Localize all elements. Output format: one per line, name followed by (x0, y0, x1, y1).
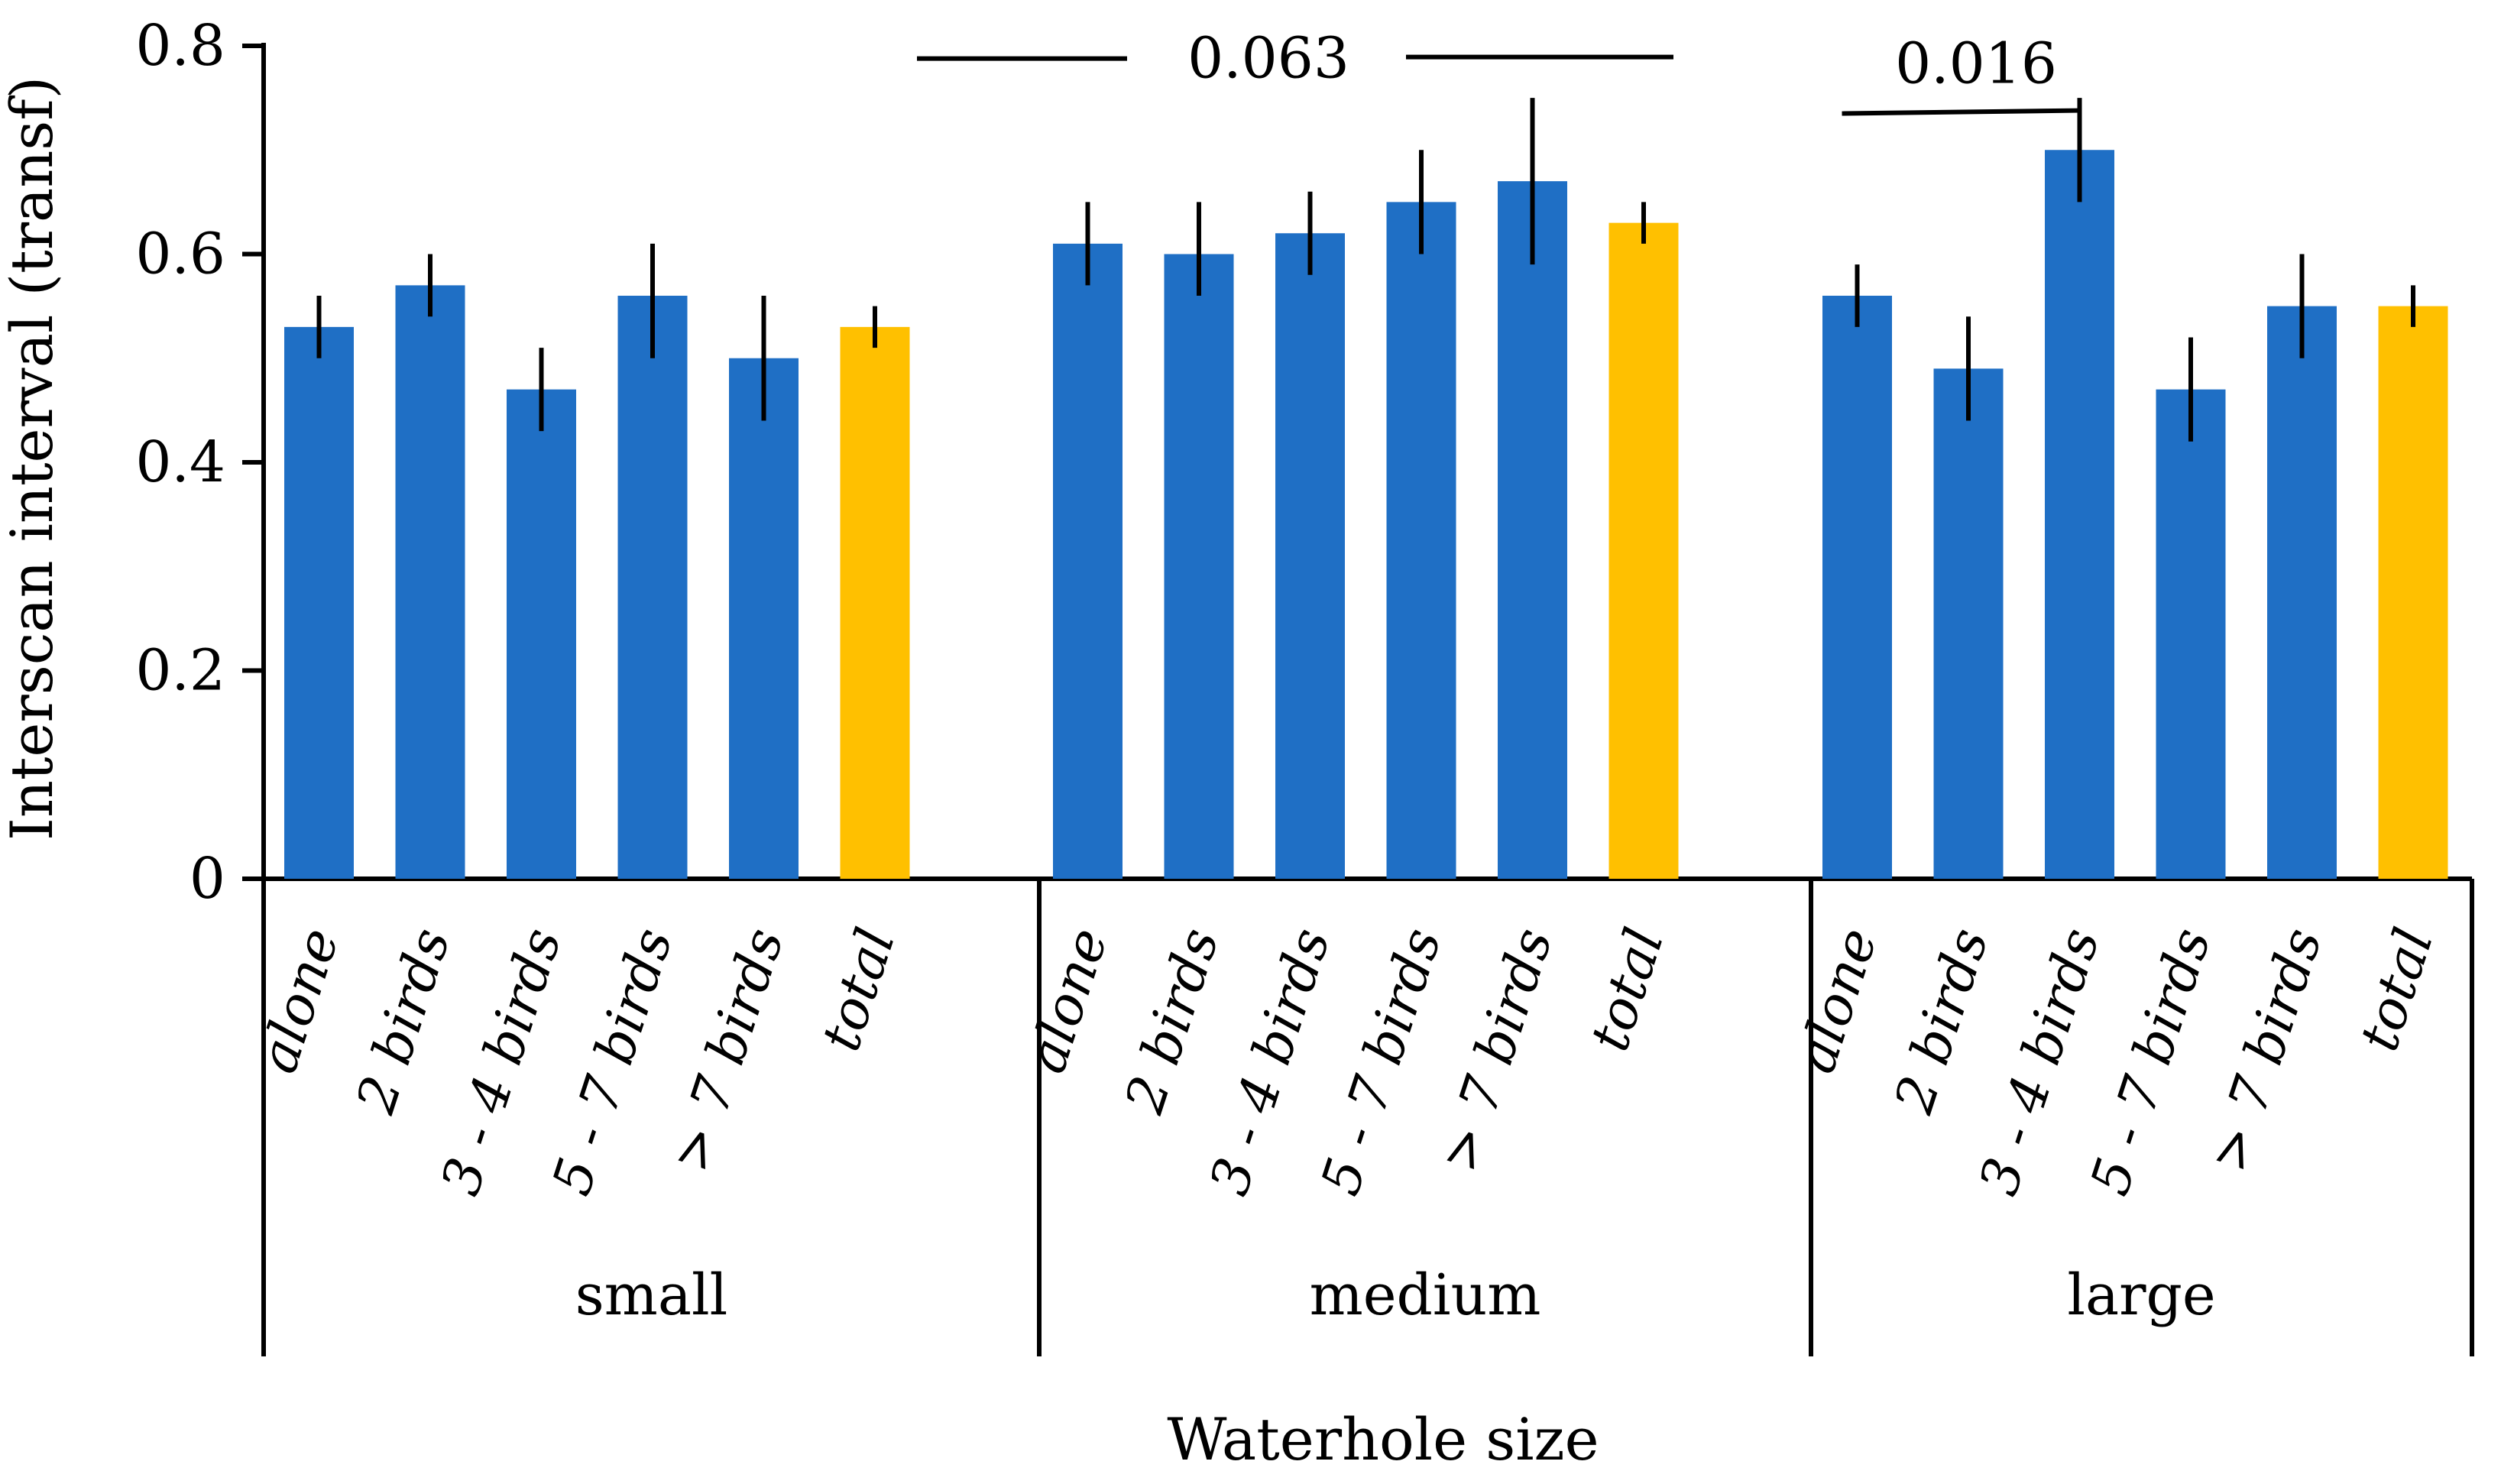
category-label: 2 birds (1113, 921, 1231, 1121)
category-label: > 7 birds (659, 921, 796, 1179)
group-label: large (2067, 1262, 2215, 1328)
category-label: total (809, 921, 907, 1058)
significance-value: 0.016 (1895, 31, 2057, 97)
bar (1164, 254, 1234, 879)
category-label: total (2347, 921, 2445, 1058)
y-tick-label: 0.6 (135, 222, 225, 287)
category-label: 2 birds (1882, 921, 2000, 1121)
bar (2156, 389, 2226, 879)
bar (1275, 233, 1345, 879)
bar (1053, 243, 1123, 879)
group-label: small (575, 1262, 728, 1328)
category-label: > 7 birds (2197, 921, 2334, 1179)
y-tick-label: 0.2 (135, 638, 225, 704)
bar (2267, 306, 2337, 879)
group-label: medium (1310, 1262, 1541, 1328)
bar (617, 296, 688, 879)
y-tick-label: 0.8 (135, 13, 225, 79)
y-tick-label: 0 (190, 846, 225, 912)
bar (395, 285, 465, 879)
category-label: total (1578, 921, 1676, 1058)
category-label: 2 birds (344, 921, 462, 1121)
bar (2378, 306, 2448, 879)
significance-value: 0.063 (1187, 26, 1349, 92)
x-axis-title: Waterhole size (1167, 1405, 1599, 1473)
y-axis-title: Interscan interval (transf) (0, 76, 66, 841)
bar (2045, 150, 2114, 879)
bar (1608, 222, 1679, 879)
category-label: alone (1015, 921, 1120, 1081)
bar (284, 326, 354, 879)
category-label: alone (1784, 921, 1890, 1081)
bar (1933, 368, 2004, 879)
significance-line (1842, 108, 2080, 116)
y-tick-label: 0.4 (135, 429, 225, 495)
category-label: > 7 birds (1427, 921, 1565, 1179)
bar (729, 358, 799, 879)
bar (1386, 202, 1456, 879)
bar (1498, 181, 1567, 879)
bar (1822, 296, 1892, 879)
bar (507, 389, 576, 879)
bar (840, 326, 910, 879)
